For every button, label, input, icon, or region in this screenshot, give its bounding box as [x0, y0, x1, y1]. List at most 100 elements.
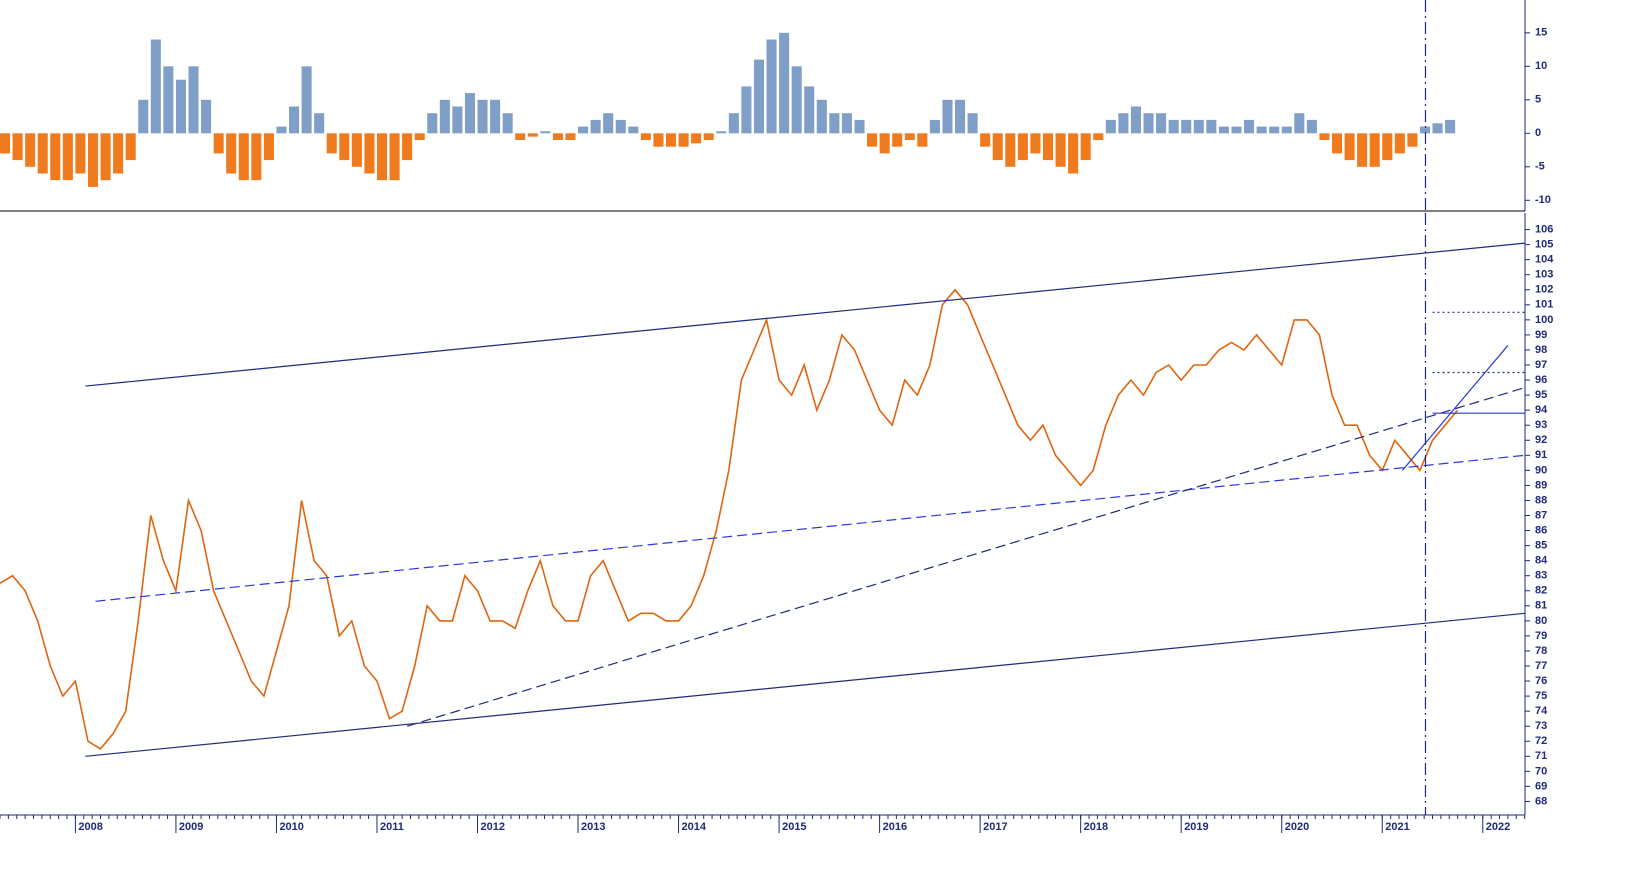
bar — [1005, 133, 1016, 167]
bar — [1193, 119, 1204, 134]
bar — [867, 133, 878, 147]
y-tick-label: 86 — [1535, 524, 1547, 536]
bar — [201, 99, 212, 134]
trend-line — [406, 387, 1526, 727]
bar — [414, 133, 425, 140]
bar — [138, 99, 149, 134]
bar — [741, 86, 752, 134]
bar — [477, 99, 488, 134]
bar — [1306, 119, 1317, 134]
bar — [1357, 133, 1368, 167]
bar — [603, 113, 614, 134]
x-tick-label: 2014 — [682, 821, 707, 833]
bar — [515, 133, 526, 140]
y-tick-label: -10 — [1535, 194, 1551, 206]
bar — [980, 133, 991, 147]
y-tick-label: 85 — [1535, 540, 1547, 552]
bar — [50, 133, 61, 181]
bar — [829, 113, 840, 134]
bar — [163, 66, 174, 134]
bar — [1331, 133, 1343, 154]
trend-line — [85, 242, 1526, 387]
bar — [1244, 119, 1255, 134]
bar — [955, 99, 966, 134]
bar — [150, 39, 161, 134]
y-tick-label: 77 — [1535, 660, 1547, 672]
bar — [1269, 126, 1280, 134]
x-tick-label: 2011 — [380, 821, 404, 833]
bar — [1394, 133, 1405, 154]
bar — [452, 106, 463, 134]
bar — [1206, 119, 1217, 134]
y-tick-label: 99 — [1535, 329, 1547, 341]
bar — [226, 133, 237, 174]
y-tick-label: 91 — [1535, 449, 1547, 461]
bar — [1369, 133, 1380, 167]
bar — [552, 133, 563, 140]
bar — [640, 133, 651, 140]
y-tick-label: 79 — [1535, 630, 1547, 642]
bar — [1218, 126, 1229, 134]
bar — [1030, 133, 1041, 154]
y-tick-label: 15 — [1535, 27, 1547, 39]
x-tick-label: 2017 — [983, 821, 1007, 833]
bar — [314, 113, 325, 134]
bar — [1419, 126, 1431, 134]
bar — [213, 133, 224, 154]
x-tick-label: 2008 — [78, 821, 102, 833]
y-tick-label: 93 — [1535, 419, 1547, 431]
y-tick-label: 73 — [1535, 720, 1547, 732]
bar — [37, 133, 48, 174]
bar — [238, 133, 249, 181]
bar — [502, 113, 513, 134]
x-tick-label: 2019 — [1184, 821, 1208, 833]
x-tick-label: 2021 — [1385, 821, 1409, 833]
bar — [703, 133, 714, 140]
x-tick-label: 2016 — [883, 821, 907, 833]
bar — [364, 133, 375, 174]
bar — [804, 86, 815, 134]
y-tick-label: 106 — [1535, 223, 1553, 235]
bar — [665, 133, 677, 147]
bar — [376, 133, 388, 181]
bar — [753, 59, 765, 134]
y-tick-label: 101 — [1535, 299, 1553, 311]
bar — [1143, 113, 1154, 134]
bar — [251, 133, 262, 181]
bar — [1130, 106, 1141, 134]
bar — [1382, 133, 1393, 161]
bar — [402, 133, 413, 161]
y-tick-label: 72 — [1535, 735, 1547, 747]
bar — [678, 133, 689, 147]
y-tick-label: 74 — [1535, 705, 1548, 717]
bar — [1256, 126, 1267, 134]
bar — [62, 133, 73, 181]
x-tick-label: 2013 — [581, 821, 605, 833]
trend-line — [85, 612, 1526, 757]
bar — [113, 133, 124, 174]
y-tick-label: 87 — [1535, 509, 1547, 521]
y-tick-label: 82 — [1535, 585, 1547, 597]
bar — [0, 133, 11, 154]
bar — [1168, 119, 1179, 134]
y-tick-label: 75 — [1535, 690, 1547, 702]
y-tick-label: 97 — [1535, 359, 1547, 371]
bar — [779, 32, 790, 134]
bar — [841, 113, 852, 134]
y-tick-label: 94 — [1535, 404, 1548, 416]
bar — [25, 133, 36, 167]
bar — [578, 126, 589, 134]
bar — [917, 133, 928, 147]
x-tick-label: 2012 — [481, 821, 505, 833]
y-tick-label: 89 — [1535, 479, 1547, 491]
bar — [892, 133, 903, 147]
bar — [87, 133, 99, 187]
y-tick-label: 92 — [1535, 434, 1547, 446]
bar — [100, 133, 111, 181]
bar — [653, 133, 664, 147]
bar — [540, 131, 551, 134]
bar — [691, 133, 702, 144]
bar — [565, 133, 576, 140]
bar — [904, 133, 915, 140]
bar — [427, 113, 438, 134]
